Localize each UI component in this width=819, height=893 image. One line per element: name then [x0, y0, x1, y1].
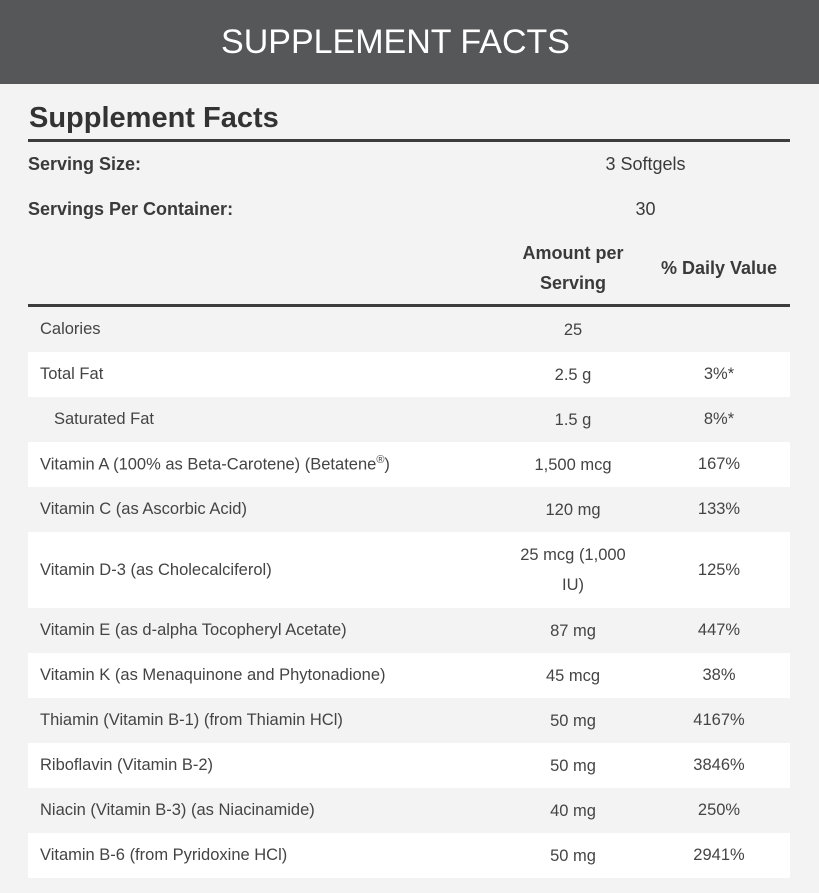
- nutrient-name-text: Saturated Fat: [54, 410, 154, 428]
- nutrient-name-text: Riboflavin (Vitamin B-2): [40, 756, 214, 774]
- nutrient-name: Saturated Fat: [28, 410, 498, 429]
- supplement-facts-panel: Supplement Facts Serving Size: 3 Softgels…: [28, 84, 790, 878]
- daily-value-cell: 133%: [697, 500, 741, 518]
- amount-cell: 40 mg: [550, 801, 596, 820]
- registered-mark: ®: [376, 454, 385, 467]
- nutrient-name-text: Vitamin A (100% as Beta-Carotene) (Betat…: [40, 455, 377, 474]
- amount-cell: 50 mg: [550, 846, 596, 865]
- table-row: Vitamin B-6 (from Pyridoxine HCl) 50 mg 29…: [28, 833, 790, 878]
- amount-cell: 1.5 g: [554, 410, 592, 429]
- serving-size-label: Serving Size:: [28, 154, 142, 174]
- daily-value-cell: 3846%: [693, 756, 745, 774]
- table-row: Vitamin D-3 (as Cholecalciferol) 25 mcg (…: [28, 532, 790, 608]
- table-row: Total Fat 2.5 g 3%*: [28, 352, 790, 397]
- table-row: Thiamin (Vitamin B-1) (from Thiamin HCl)…: [28, 698, 790, 743]
- servings-per-container: Servings Per Container: 30: [28, 187, 790, 232]
- amount-cell: 2.5 g: [554, 365, 592, 384]
- daily-value-cell: 447%: [697, 621, 741, 639]
- amount-cell: 50 mg: [550, 711, 596, 730]
- nutrient-name: Calories: [28, 320, 498, 339]
- daily-value-cell: 167%: [697, 455, 741, 473]
- table-row: Vitamin A (100% as Beta-Carotene) (Betat…: [28, 442, 790, 487]
- nutrient-name-text: Vitamin K (as Menaquinone and Phytonadio…: [40, 666, 386, 684]
- amount-cell: 87 mg: [550, 621, 596, 640]
- daily-value-cell: 250%: [697, 801, 741, 819]
- table-row: Riboflavin (Vitamin B-2) 50 mg 3846%: [28, 743, 790, 788]
- nutrient-table: Calories 25 Total Fat 2.5 g 3%* Saturated Fat…: [28, 307, 790, 878]
- servings-per-container-value: 30: [635, 199, 656, 219]
- table-row: Vitamin K (as Menaquinone and Phytonadio…: [28, 653, 790, 698]
- nutrient-name: Total Fat: [28, 365, 498, 384]
- nutrient-name-text: Niacin (Vitamin B-3) (as Niacinamide): [40, 801, 315, 819]
- nutrient-name-text: Thiamin (Vitamin B-1) (from Thiamin HCl): [40, 711, 343, 729]
- nutrient-name: Vitamin B-6 (from Pyridoxine HCl): [28, 846, 498, 865]
- page-banner: SUPPLEMENT FACTS: [0, 0, 819, 84]
- nutrient-name: Vitamin K (as Menaquinone and Phytonadio…: [28, 666, 498, 685]
- table-row: Calories 25: [28, 307, 790, 352]
- banner-title: SUPPLEMENT FACTS: [221, 22, 570, 61]
- table-row: Vitamin C (as Ascorbic Acid) 120 mg 133%: [28, 487, 790, 532]
- daily-value-cell: 3%*: [703, 365, 735, 383]
- daily-value-header: % Daily Value: [660, 258, 778, 278]
- amount-cell: 25 mcg (1,000 IU): [520, 546, 626, 594]
- amount-cell: 25: [563, 320, 583, 339]
- serving-size-value: 3 Softgels: [605, 154, 686, 174]
- table-row: Saturated Fat 1.5 g 8%*: [28, 397, 790, 442]
- amount-cell: 50 mg: [550, 756, 596, 775]
- daily-value-cell: 38%: [702, 666, 736, 684]
- nutrient-name: Vitamin A (100% as Beta-Carotene) (Betat…: [28, 454, 498, 475]
- daily-value-cell: 4167%: [693, 711, 745, 729]
- amount-cell: 120 mg: [545, 500, 601, 519]
- nutrient-name: Thiamin (Vitamin B-1) (from Thiamin HCl): [28, 711, 498, 730]
- table-row: Vitamin E (as d-alpha Tocopheryl Acetate…: [28, 608, 790, 653]
- nutrient-name-text: Vitamin D-3 (as Cholecalciferol): [40, 560, 272, 579]
- serving-size: Serving Size: 3 Softgels: [28, 142, 790, 187]
- nutrient-name: Riboflavin (Vitamin B-2): [28, 756, 498, 775]
- amount-cell: 45 mcg: [545, 666, 601, 685]
- amount-header: Amount per Serving: [522, 243, 624, 293]
- nutrient-name-text: Total Fat: [40, 365, 104, 383]
- table-row: Niacin (Vitamin B-3) (as Niacinamide) 40 …: [28, 788, 790, 833]
- nutrient-name: Vitamin C (as Ascorbic Acid): [28, 500, 498, 519]
- nutrient-name: Niacin (Vitamin B-3) (as Niacinamide): [28, 801, 498, 820]
- nutrient-name-text: Vitamin B-6 (from Pyridoxine HCl): [40, 846, 288, 864]
- nutrient-name-text: Calories: [40, 320, 101, 338]
- nutrient-name-text: Vitamin C (as Ascorbic Acid): [40, 500, 247, 518]
- panel-heading: Supplement Facts: [28, 84, 790, 142]
- amount-cell: 1,500 mcg: [534, 455, 612, 474]
- daily-value-cell: 2941%: [693, 846, 745, 864]
- daily-value-cell: 125%: [697, 560, 741, 579]
- servings-per-container-label: Servings Per Container:: [28, 199, 234, 219]
- nutrient-name: Vitamin D-3 (as Cholecalciferol): [28, 561, 498, 580]
- nutrient-name-end: ): [384, 455, 390, 474]
- table-header: Amount per Serving % Daily Value: [28, 232, 790, 307]
- nutrient-name: Vitamin E (as d-alpha Tocopheryl Acetate…: [28, 621, 498, 640]
- daily-value-cell: 8%*: [703, 410, 735, 428]
- nutrient-name-text: Vitamin E (as d-alpha Tocopheryl Acetate…: [40, 621, 347, 639]
